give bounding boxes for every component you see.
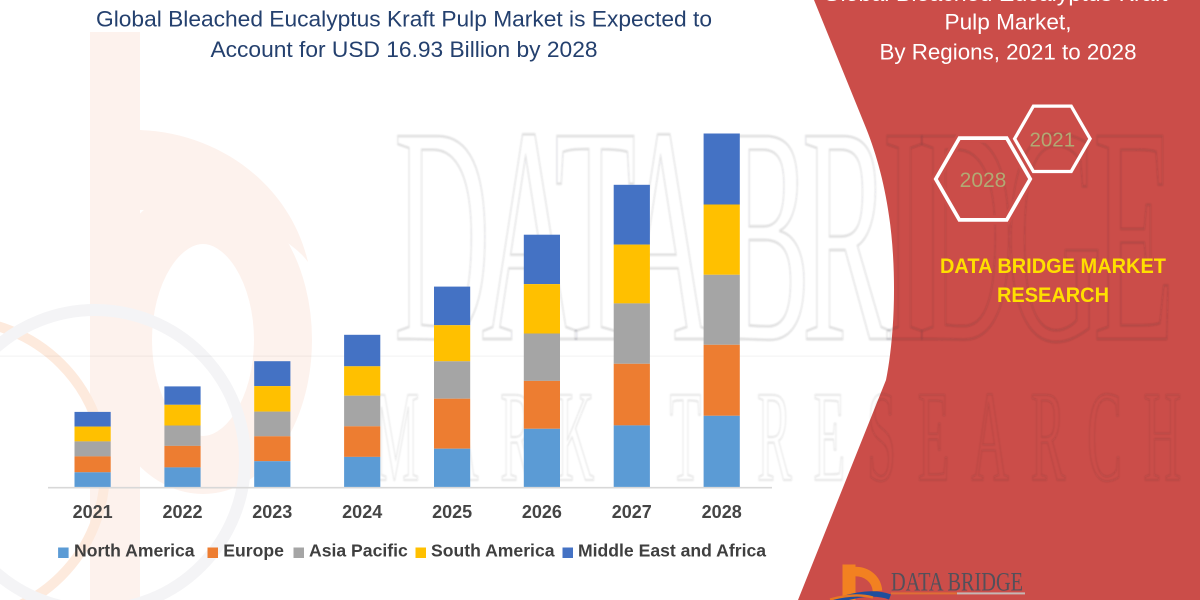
svg-text:North America: North America [74, 541, 195, 561]
svg-text:RESEARCH: RESEARCH [997, 284, 1109, 307]
svg-text:Middle East and Africa: Middle East and Africa [578, 541, 766, 561]
svg-text:2028: 2028 [960, 169, 1007, 192]
svg-text:2022: 2022 [162, 502, 202, 522]
svg-text:Global Bleached Eucalyptus Kra: Global Bleached Eucalyptus Kraft [823, 0, 1169, 6]
svg-text:By Regions, 2021 to 2028: By Regions, 2021 to 2028 [880, 40, 1137, 65]
svg-text:DATA BRIDGE: DATA BRIDGE [891, 567, 1023, 597]
svg-text:MARKET RESEARCH: MARKET RESEARCH [373, 365, 1200, 509]
svg-text:Asia Pacific: Asia Pacific [309, 541, 408, 561]
svg-text:DATA BRIDGE: DATA BRIDGE [394, 64, 1168, 407]
svg-text:South America: South America [431, 541, 555, 561]
svg-text:2025: 2025 [432, 502, 472, 522]
svg-text:MARKET RESEARCH: MARKET RESEARCH [891, 598, 1023, 600]
svg-text:2023: 2023 [252, 502, 292, 522]
svg-text:2028: 2028 [702, 502, 742, 522]
svg-text:Pulp Market,: Pulp Market, [945, 9, 1072, 34]
svg-text:2024: 2024 [342, 502, 382, 522]
svg-text:Account for USD 16.93 Billion: Account for USD 16.93 Billion by 2028 [211, 37, 598, 62]
svg-text:2021: 2021 [73, 502, 113, 522]
svg-text:DATA BRIDGE MARKET: DATA BRIDGE MARKET [940, 255, 1166, 278]
svg-text:2021: 2021 [1029, 129, 1075, 152]
svg-text:Global Bleached Eucalyptus Kra: Global Bleached Eucalyptus Kraft Pulp Ma… [96, 6, 712, 31]
svg-text:2026: 2026 [522, 502, 562, 522]
svg-text:2027: 2027 [612, 502, 652, 522]
svg-text:Europe: Europe [223, 541, 284, 561]
